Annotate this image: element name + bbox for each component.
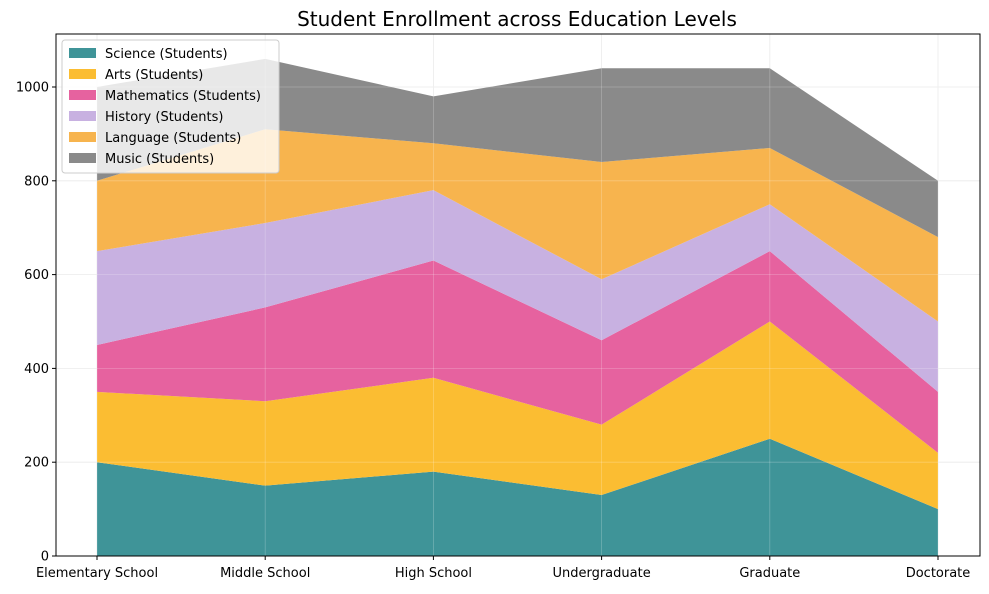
legend-label-language: Language (Students): [105, 131, 241, 146]
y-tick-label: 200: [24, 456, 49, 471]
chart-title: Student Enrollment across Education Leve…: [297, 7, 737, 31]
area-arts: [97, 321, 938, 510]
legend-swatch-music: [69, 153, 96, 163]
legend-label-science: Science (Students): [105, 47, 228, 62]
legend: Science (Students) Arts (Students) Mathema…: [61, 39, 280, 174]
legend-label-music: Music (Students): [105, 152, 214, 167]
x-tick-label: Elementary School: [36, 566, 158, 581]
area-history: [97, 190, 938, 392]
axes: 0 200 400 600 800 1000 Elementary School Middle…: [16, 33, 981, 581]
y-tick-label: 1000: [16, 80, 49, 95]
area-music: [97, 58, 938, 238]
legend-label-mathematics: Mathematics (Students): [105, 89, 261, 104]
plot-frame: [55, 33, 981, 557]
area-series: [56, 34, 980, 557]
legend-swatch-language: [69, 132, 96, 142]
x-tick-label: High School: [395, 566, 472, 581]
x-tick-label: Graduate: [739, 566, 800, 581]
legend-swatch-science: [69, 48, 96, 58]
y-tick-label: 0: [41, 550, 49, 565]
y-tick-label: 600: [24, 268, 49, 283]
legend-label-arts: Arts (Students): [105, 68, 203, 83]
y-tick-label: 400: [24, 362, 49, 377]
x-tick-label: Undergraduate: [552, 566, 650, 581]
legend-box: [61, 39, 280, 174]
area-language: [97, 129, 938, 322]
y-tick-label: 800: [24, 174, 49, 189]
x-tick-label: Doctorate: [906, 566, 971, 581]
area-science: [97, 438, 938, 556]
legend-swatch-history: [69, 111, 96, 121]
area-mathematics: [97, 251, 938, 453]
legend-label-history: History (Students): [105, 110, 223, 125]
x-tick-label: Middle School: [220, 566, 310, 581]
legend-swatch-mathematics: [69, 90, 96, 100]
legend-swatch-arts: [69, 69, 96, 79]
